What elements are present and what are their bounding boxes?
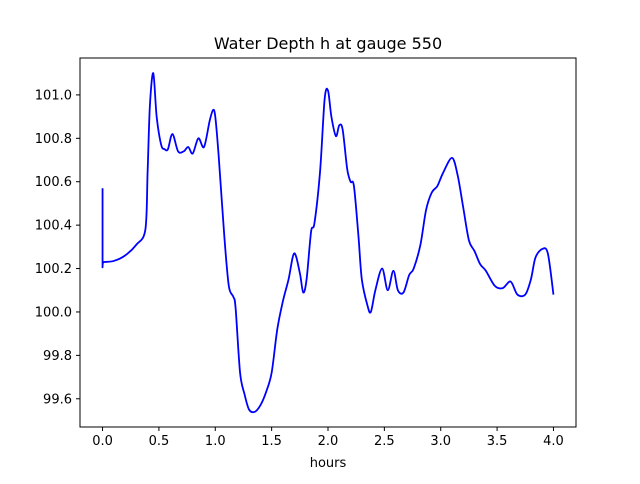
- y-tick-label: 100.8: [35, 132, 72, 147]
- x-axis-label: hours: [310, 456, 347, 471]
- x-tick-label: 4.0: [543, 434, 564, 449]
- x-tick-label: 3.5: [487, 434, 508, 449]
- y-tick-label: 101.0: [35, 88, 72, 103]
- y-tick-label: 100.6: [35, 175, 72, 190]
- y-axis: 99.6 99.8 100.0 100.2 100.4 100.6 100.8 101.0: [35, 88, 80, 407]
- x-tick-label: 2.0: [318, 434, 339, 449]
- x-tick-label: 3.0: [430, 434, 451, 449]
- y-tick-label: 99.8: [43, 349, 72, 364]
- x-tick-label: 2.5: [374, 434, 395, 449]
- y-tick-label: 100.0: [35, 305, 72, 320]
- x-tick-label: 0.0: [92, 434, 113, 449]
- x-tick-label: 1.5: [261, 434, 282, 449]
- y-tick-label: 100.4: [35, 219, 72, 234]
- y-tick-label: 99.6: [43, 392, 72, 407]
- x-axis: 0.0 0.5 1.0 1.5 2.0 2.5 3.0 3.5 4.0: [92, 427, 564, 449]
- water-depth-line: [101, 72, 555, 414]
- y-tick-label: 100.2: [35, 262, 72, 277]
- chart-title: Water Depth h at gauge 550: [214, 34, 442, 53]
- x-tick-label: 0.5: [149, 434, 170, 449]
- x-tick-label: 1.0: [205, 434, 226, 449]
